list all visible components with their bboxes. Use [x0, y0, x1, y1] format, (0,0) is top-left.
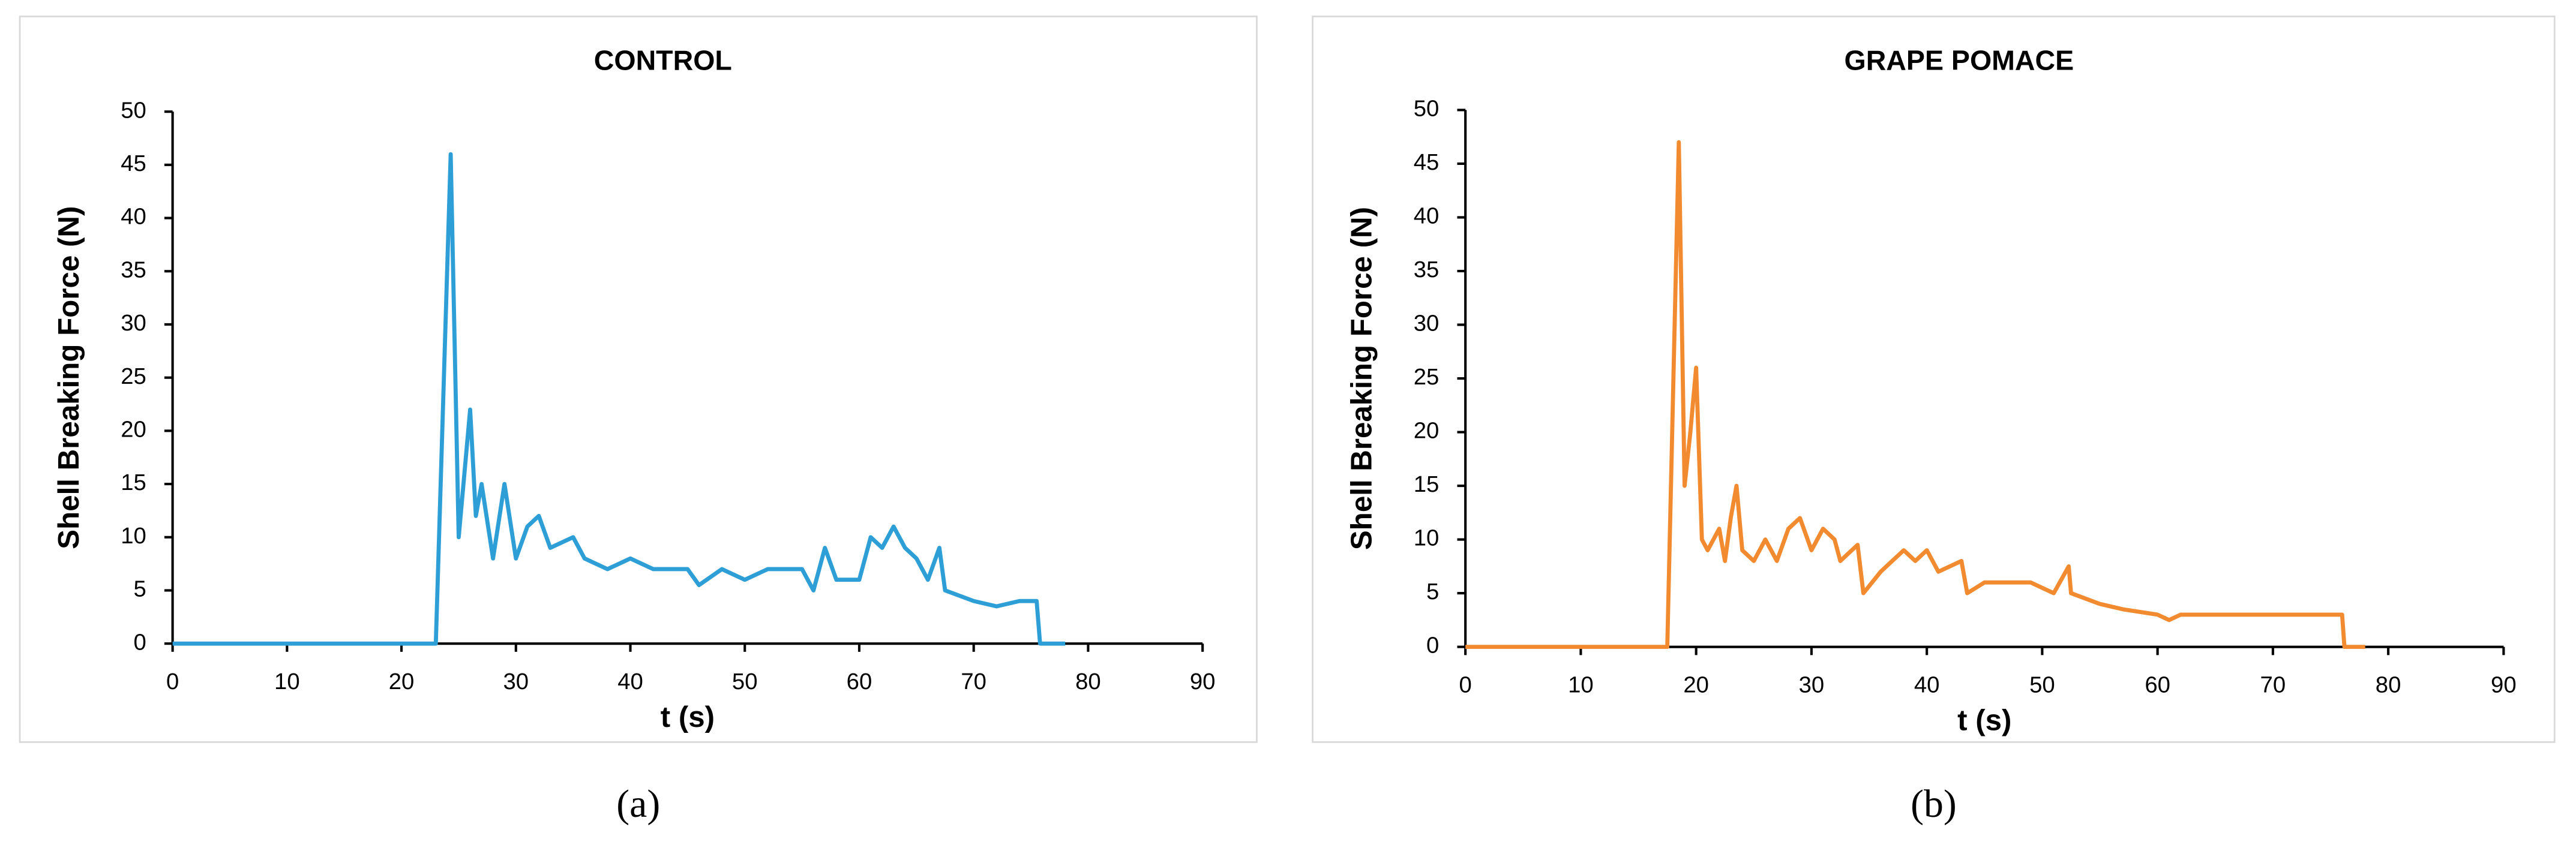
x-axis-label: t (s) [1957, 704, 2011, 737]
y-tick-label: 20 [121, 416, 146, 442]
y-tick-label: 50 [1414, 96, 1440, 122]
x-tick-label: 30 [1799, 672, 1825, 697]
y-tick-label: 10 [121, 523, 146, 549]
figure-caption: (b) [1911, 782, 1957, 826]
y-tick-label: 5 [1426, 579, 1439, 605]
x-tick-label: 0 [1459, 672, 1472, 697]
y-tick-label: 30 [1414, 311, 1440, 336]
y-axis-label: Shell Breaking Force (N) [52, 206, 85, 549]
y-tick-label: 40 [1414, 203, 1440, 229]
y-tick-label: 25 [1414, 364, 1440, 390]
x-tick-label: 90 [2491, 672, 2517, 697]
x-tick-label: 20 [389, 669, 415, 694]
chart-title: CONTROL [594, 44, 732, 76]
x-tick-label: 20 [1683, 672, 1709, 697]
x-tick-label: 70 [961, 669, 986, 694]
y-tick-label: 30 [121, 310, 146, 336]
y-tick-label: 35 [1414, 257, 1440, 282]
y-tick-label: 10 [1414, 525, 1440, 551]
y-tick-label: 25 [121, 363, 146, 389]
x-tick-label: 30 [503, 669, 529, 694]
figure-caption: (a) [616, 782, 660, 826]
x-tick-label: 80 [1075, 669, 1101, 694]
x-tick-label: 10 [1568, 672, 1594, 697]
x-tick-label: 0 [166, 669, 179, 694]
y-tick-label: 0 [134, 629, 146, 655]
y-tick-label: 5 [134, 576, 146, 602]
x-tick-label: 70 [2260, 672, 2286, 697]
y-tick-label: 50 [121, 97, 146, 123]
y-tick-label: 45 [121, 151, 146, 176]
x-tick-label: 90 [1190, 669, 1216, 694]
chart-title: GRAPE POMACE [1845, 44, 2074, 76]
y-axis-label: Shell Breaking Force (N) [1345, 207, 1378, 550]
chart-frame [1312, 16, 2556, 743]
y-tick-label: 15 [121, 470, 146, 495]
x-axis-label: t (s) [661, 700, 715, 733]
x-tick-label: 80 [2376, 672, 2401, 697]
data-line [1465, 140, 2365, 649]
x-tick-label: 50 [732, 669, 758, 694]
y-tick-label: 35 [121, 257, 146, 282]
y-tick-label: 40 [121, 204, 146, 230]
x-tick-label: 10 [274, 669, 300, 694]
x-tick-label: 50 [2029, 672, 2055, 697]
data-line [172, 152, 1066, 646]
y-tick-label: 20 [1414, 418, 1440, 444]
x-tick-label: 40 [1914, 672, 1940, 697]
y-tick-label: 15 [1414, 471, 1440, 497]
y-tick-label: 45 [1414, 149, 1440, 175]
x-tick-label: 40 [617, 669, 643, 694]
x-tick-label: 60 [847, 669, 872, 694]
chart-frame [19, 16, 1258, 743]
y-tick-label: 0 [1426, 633, 1439, 658]
x-tick-label: 60 [2145, 672, 2170, 697]
